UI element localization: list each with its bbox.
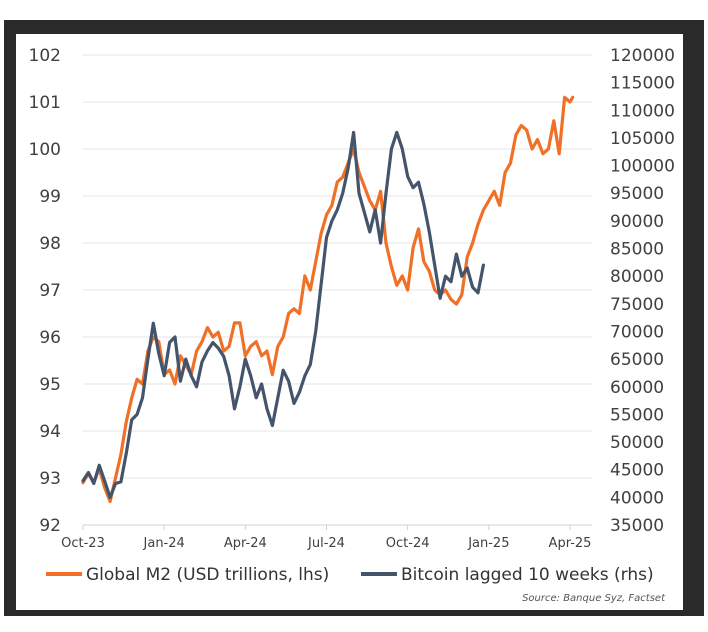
right-tick-label: 70000 bbox=[610, 322, 664, 342]
left-tick-label: 93 bbox=[39, 469, 61, 489]
legend: Global M2 (USD trillions, lhs) Bitcoin l… bbox=[46, 565, 654, 585]
right-tick-label: 55000 bbox=[610, 405, 664, 425]
x-tick-label: Jan-25 bbox=[467, 536, 509, 551]
right-tick-label: 35000 bbox=[610, 516, 664, 536]
left-tick-label: 99 bbox=[39, 187, 61, 207]
x-tick-label: Apr-25 bbox=[549, 536, 592, 551]
x-tick-label: Oct-23 bbox=[61, 536, 105, 551]
left-tick-label: 95 bbox=[39, 375, 61, 395]
left-tick-label: 94 bbox=[39, 422, 61, 442]
right-tick-label: 120000 bbox=[610, 46, 675, 66]
right-tick-label: 80000 bbox=[610, 267, 664, 287]
right-tick-label: 115000 bbox=[610, 74, 675, 94]
left-tick-label: 98 bbox=[39, 234, 61, 254]
x-tick-label: Apr-24 bbox=[224, 536, 267, 551]
right-tick-label: 90000 bbox=[610, 212, 664, 232]
legend-label-bitcoin: Bitcoin lagged 10 weeks (rhs) bbox=[401, 565, 654, 585]
right-tick-label: 95000 bbox=[610, 184, 664, 204]
left-axis-ticks: 92 93 94 95 96 97 98 99 100 101 102 bbox=[29, 46, 61, 536]
right-tick-label: 45000 bbox=[610, 461, 664, 481]
series-group bbox=[81, 95, 575, 504]
series-line-bitcoin bbox=[81, 130, 485, 499]
right-tick-label: 110000 bbox=[610, 101, 675, 121]
legend-label-m2: Global M2 (USD trillions, lhs) bbox=[86, 565, 329, 585]
left-tick-label: 96 bbox=[39, 328, 61, 348]
right-tick-label: 60000 bbox=[610, 378, 664, 398]
left-tick-label: 92 bbox=[39, 516, 61, 536]
series-line-global-m2 bbox=[81, 95, 575, 504]
left-tick-label: 101 bbox=[29, 93, 61, 113]
right-tick-label: 75000 bbox=[610, 295, 664, 315]
right-tick-label: 50000 bbox=[610, 433, 664, 453]
right-tick-label: 105000 bbox=[610, 129, 675, 149]
left-tick-label: 102 bbox=[29, 46, 61, 66]
x-tick-label: Jan-24 bbox=[143, 536, 185, 551]
chart-svg: 92 93 94 95 96 97 98 99 100 101 102 35000 40000 4500… bbox=[29, 46, 675, 604]
right-tick-label: 85000 bbox=[610, 240, 664, 260]
x-axis: Oct-23 Jan-24 Apr-24 Jul-24 Oct-24 Jan-25 Apr-… bbox=[61, 525, 591, 551]
right-tick-label: 40000 bbox=[610, 488, 664, 508]
gridlines bbox=[83, 54, 592, 526]
source-note: Source: Banque Syz, Factset bbox=[522, 593, 666, 604]
x-tick-label: Jul-24 bbox=[307, 536, 345, 551]
right-tick-label: 100000 bbox=[610, 157, 675, 177]
left-tick-label: 97 bbox=[39, 281, 61, 301]
left-tick-label: 100 bbox=[29, 140, 61, 160]
x-tick-label: Oct-24 bbox=[386, 536, 430, 551]
right-tick-label: 65000 bbox=[610, 350, 664, 370]
chart-panel: 92 93 94 95 96 97 98 99 100 101 102 35000 40000 4500… bbox=[16, 34, 683, 610]
right-axis-ticks: 35000 40000 45000 50000 55000 60000 65000 70000… bbox=[610, 46, 675, 536]
